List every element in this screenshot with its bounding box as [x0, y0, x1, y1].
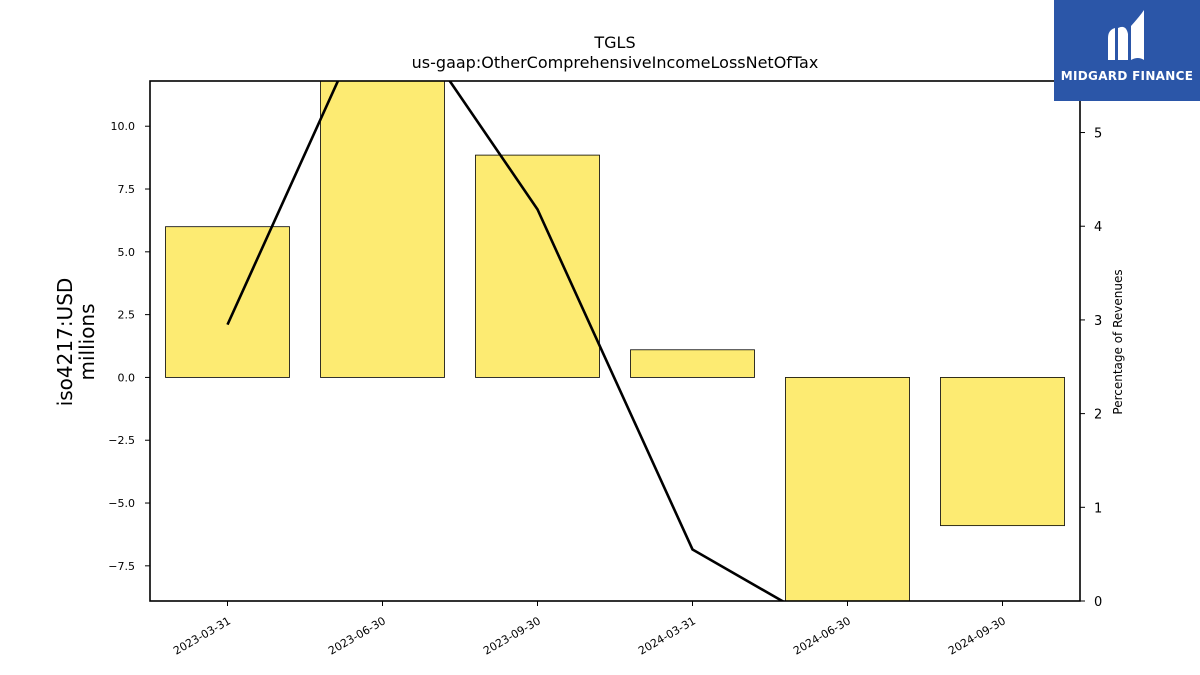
percentage-line: [226, 81, 785, 601]
bar-2024-09-30: [940, 377, 1065, 527]
x-tick-label: 2024-09-30: [946, 614, 1008, 657]
chart-subtitle: us-gaap:OtherComprehensiveIncomeLossNetO…: [412, 53, 819, 72]
y-tick-label: −7.5: [108, 560, 135, 573]
y-tick-label: 7.5: [118, 183, 136, 196]
x-tick-label: 2023-03-31: [171, 614, 233, 657]
midgard-logo: MIDGARD FINANCE: [1054, 0, 1200, 101]
y-tick-label: −2.5: [108, 434, 135, 447]
bar-2023-03-31: [165, 226, 290, 378]
bar-2024-06-30: [785, 377, 910, 601]
y2-tick-label: 5: [1094, 127, 1102, 142]
x-tick-label: 2024-06-30: [791, 614, 853, 657]
bar-2024-03-31: [630, 349, 755, 378]
x-tick-label: 2023-06-30: [326, 614, 388, 657]
bar-2023-09-30: [475, 154, 600, 378]
logo-text: MIDGARD FINANCE: [1060, 69, 1194, 83]
y2-tick-label: 4: [1094, 220, 1102, 235]
x-tick-label: 2023-09-30: [481, 614, 543, 657]
y2-tick-label: 0: [1094, 595, 1102, 610]
y2-tick-label: 2: [1094, 408, 1102, 423]
y-tick-label: −5.0: [108, 497, 135, 510]
x-tick-label: 2024-03-31: [636, 614, 698, 657]
y-tick-label: 10.0: [111, 120, 136, 133]
y-tick-label: 0.0: [118, 371, 136, 384]
bar-2023-06-30: [320, 81, 445, 378]
chart-title: TGLS: [593, 33, 635, 52]
plot-frame: [149, 80, 1081, 602]
y-axis-label-line: millions: [75, 303, 99, 380]
y-tick-label: 2.5: [118, 309, 136, 322]
y-axis-label-line: iso4217:USD: [53, 278, 77, 407]
midgard-logo-icon: [1108, 10, 1144, 60]
y2-tick-label: 1: [1094, 501, 1102, 516]
y2-tick-label: 3: [1094, 314, 1102, 329]
y2-axis-label: Percentage of Revenues: [1111, 269, 1125, 414]
y-tick-label: 5.0: [118, 246, 136, 259]
